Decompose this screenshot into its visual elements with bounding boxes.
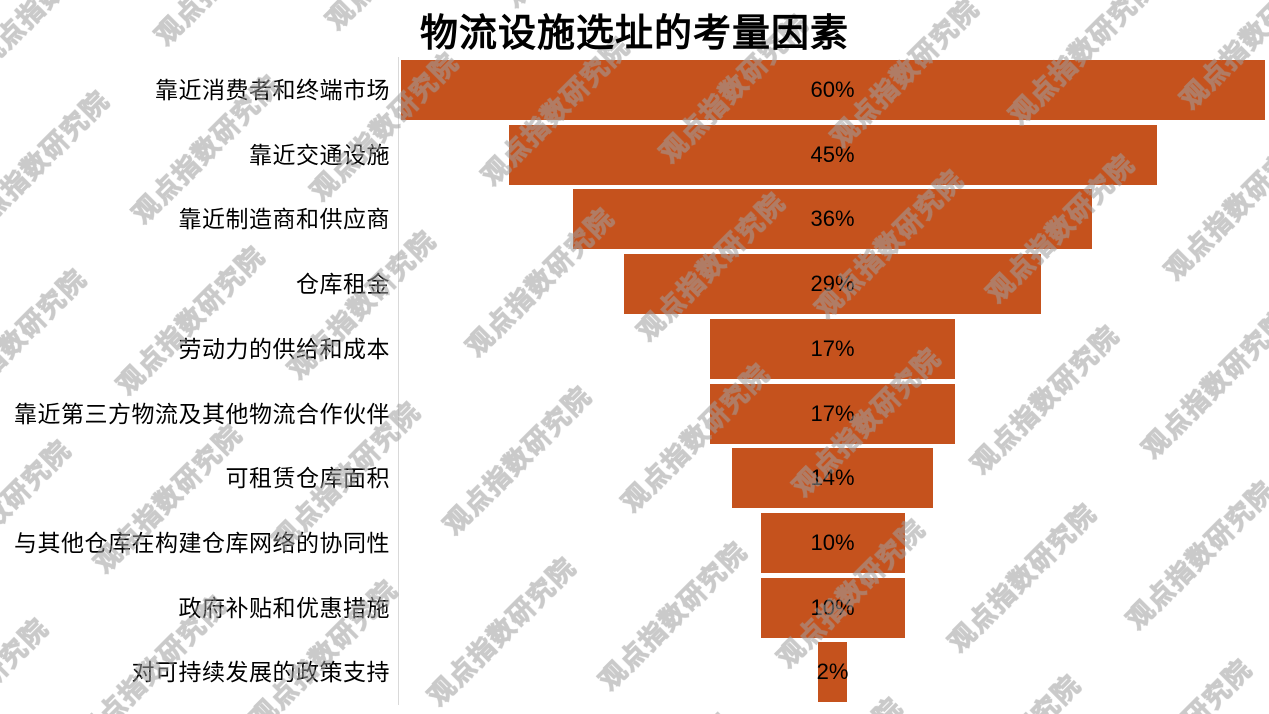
value-label: 17% (810, 400, 855, 426)
bar (573, 189, 1092, 250)
value-label: 10% (810, 529, 855, 555)
value-label: 60% (810, 77, 855, 102)
category-label: 政府补贴和优惠措施 (178, 594, 390, 621)
category-label: 靠近第三方物流及其他物流合作伙伴 (14, 400, 390, 427)
bar (623, 254, 1042, 315)
value-label: 14% (810, 465, 855, 491)
category-label: 靠近制造商和供应商 (178, 206, 390, 233)
value-label: 17% (810, 335, 855, 361)
category-label: 靠近消费者和终端市场 (155, 77, 390, 103)
category-label: 靠近交通设施 (249, 141, 390, 168)
bar (400, 60, 1265, 120)
value-label: 45% (810, 141, 855, 167)
bar (710, 383, 955, 444)
category-label: 与其他仓库在构建仓库网络的协同性 (14, 529, 390, 556)
category-label: 可租赁仓库面积 (225, 465, 390, 492)
category-label: 对可持续发展的政策支持 (131, 659, 390, 686)
bar (731, 448, 934, 509)
bar (818, 642, 847, 703)
bar (710, 318, 955, 379)
value-label: 10% (810, 594, 855, 620)
value-label: 36% (810, 206, 855, 232)
category-label: 仓库租金 (296, 271, 390, 298)
bar (760, 512, 905, 573)
value-label: 29% (810, 271, 855, 297)
bar (508, 124, 1157, 185)
value-label: 2% (816, 659, 849, 685)
chart-title: 物流设施选址的考量因素 (419, 13, 849, 55)
category-label: 劳动力的供给和成本 (178, 335, 390, 362)
bar (760, 577, 905, 638)
axis-line (398, 57, 399, 705)
